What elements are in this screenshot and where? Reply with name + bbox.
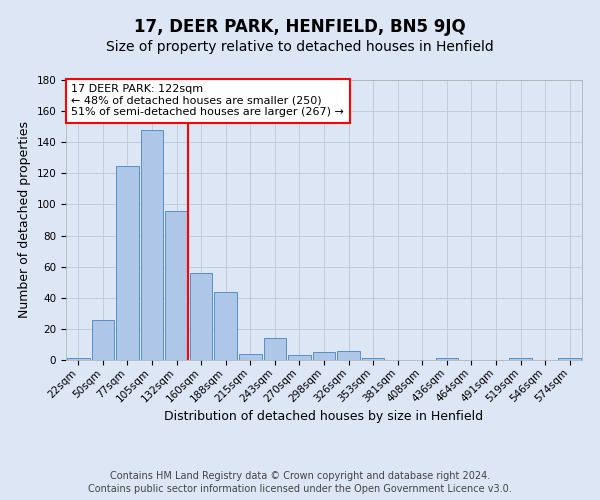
Text: Contains HM Land Registry data © Crown copyright and database right 2024.: Contains HM Land Registry data © Crown c… <box>110 471 490 481</box>
Bar <box>313 352 335 360</box>
Bar <box>362 358 385 360</box>
Text: Size of property relative to detached houses in Henfield: Size of property relative to detached ho… <box>106 40 494 54</box>
Bar <box>165 210 188 360</box>
Bar <box>92 320 114 360</box>
Bar <box>288 356 311 360</box>
X-axis label: Distribution of detached houses by size in Henfield: Distribution of detached houses by size … <box>164 410 484 423</box>
Bar <box>337 350 360 360</box>
Bar <box>67 358 89 360</box>
Bar <box>263 338 286 360</box>
Text: Contains public sector information licensed under the Open Government Licence v3: Contains public sector information licen… <box>88 484 512 494</box>
Text: 17 DEER PARK: 122sqm
← 48% of detached houses are smaller (250)
51% of semi-deta: 17 DEER PARK: 122sqm ← 48% of detached h… <box>71 84 344 117</box>
Text: 17, DEER PARK, HENFIELD, BN5 9JQ: 17, DEER PARK, HENFIELD, BN5 9JQ <box>134 18 466 36</box>
Bar <box>436 358 458 360</box>
Bar <box>214 292 237 360</box>
Bar <box>140 130 163 360</box>
Bar <box>239 354 262 360</box>
Y-axis label: Number of detached properties: Number of detached properties <box>18 122 31 318</box>
Bar <box>509 358 532 360</box>
Bar <box>559 358 581 360</box>
Bar <box>116 166 139 360</box>
Bar <box>190 273 212 360</box>
